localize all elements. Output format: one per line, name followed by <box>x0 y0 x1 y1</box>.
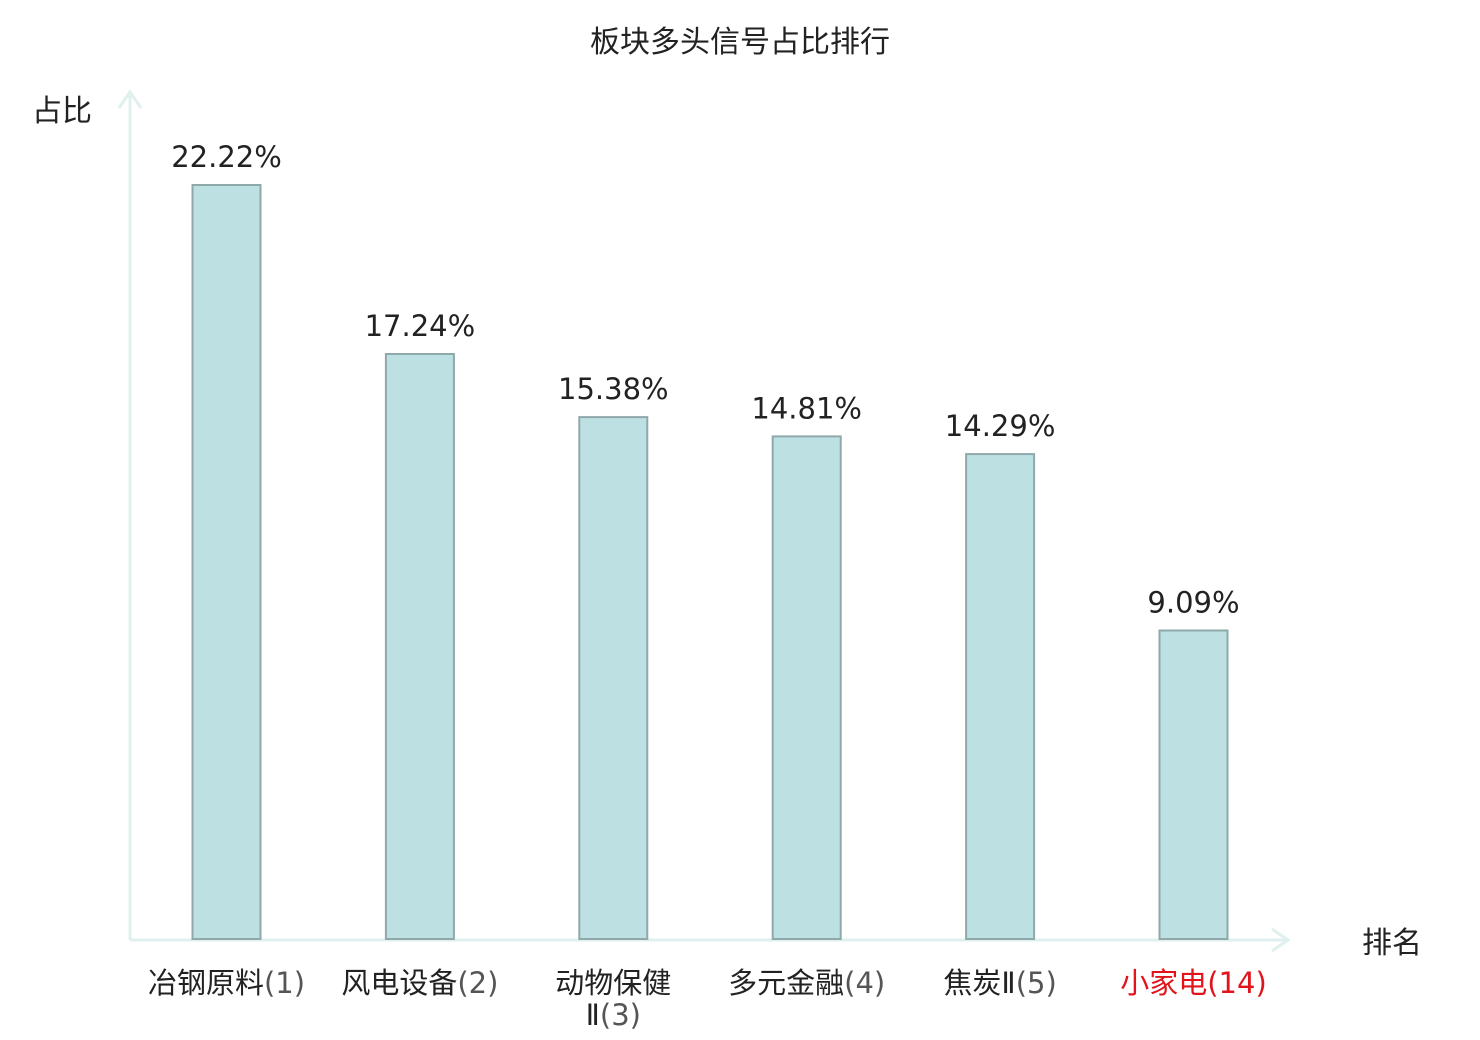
category-rank: (2) <box>457 966 498 1000</box>
bars-group: 22.22% 冶钢原料(1) 17.24% 风电设备(2) 15.38% 动物保健Ⅱ(3)… <box>148 140 1267 1032</box>
x-tick-label: 动物保健 <box>555 966 671 1000</box>
category-name: 焦炭Ⅱ <box>943 966 1015 1000</box>
category-rank: (1) <box>264 966 305 1000</box>
bar-value-label: 22.22% <box>171 140 282 174</box>
x-tick-label: 冶钢原料(1) <box>148 966 305 1000</box>
bar-value-label: 15.38% <box>558 372 669 406</box>
bar <box>384 353 455 940</box>
chart-title: 板块多头信号占比排行 <box>590 25 890 60</box>
bar-value-label: 17.24% <box>365 309 476 343</box>
bar <box>965 453 1036 940</box>
bar <box>1158 629 1229 940</box>
x-axis-label: 排名 <box>1362 926 1422 961</box>
category-rank: (4) <box>844 966 885 1000</box>
category-rank: (14) <box>1207 966 1267 1000</box>
x-tick-label: 焦炭Ⅱ(5) <box>943 966 1056 1000</box>
x-axis-arrowhead <box>1271 927 1291 953</box>
category-rank: (3) <box>600 998 641 1032</box>
x-tick-label: 多元金融(4) <box>728 966 885 1000</box>
x-tick-label: 风电设备(2) <box>341 966 498 1000</box>
bar-value-label: 14.81% <box>751 391 862 425</box>
category-name: 小家电 <box>1120 966 1207 1000</box>
bar <box>771 435 842 940</box>
x-tick-label-line2: Ⅱ(3) <box>586 998 641 1032</box>
category-name-cont: Ⅱ <box>586 998 600 1032</box>
category-name: 多元金融 <box>728 966 844 1000</box>
bar <box>191 184 262 940</box>
category-rank: (5) <box>1016 966 1057 1000</box>
category-name: 风电设备 <box>341 966 457 1000</box>
bar <box>578 416 649 941</box>
bar-value-label: 9.09% <box>1147 586 1239 620</box>
bar-value-label: 14.29% <box>945 409 1056 443</box>
y-axis-label: 占比 <box>32 94 92 129</box>
category-name: 冶钢原料 <box>148 966 264 1000</box>
category-name: 动物保健 <box>555 966 671 1000</box>
y-axis-arrowhead <box>117 89 143 109</box>
x-tick-label: 小家电(14) <box>1120 966 1267 1000</box>
